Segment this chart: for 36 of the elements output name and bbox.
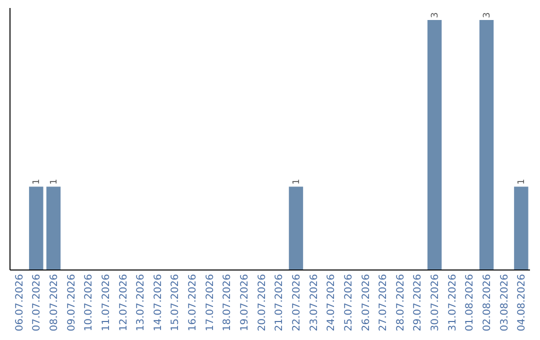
data-label: 1 — [517, 178, 528, 185]
x-tick-label: 15.07.2026 — [170, 274, 182, 332]
x-tick-label: 02.08.2026 — [482, 274, 494, 332]
x-tick-label: 12.07.2026 — [118, 274, 130, 332]
x-tick-label: 04.08.2026 — [516, 274, 528, 332]
x-tick-label: 16.07.2026 — [188, 274, 199, 332]
data-label: 3 — [482, 12, 493, 18]
x-tick-label: 07.07.2026 — [32, 274, 43, 332]
x-tick-label: 22.07.2026 — [291, 274, 302, 332]
x-tick-label: 21.07.2026 — [274, 274, 286, 332]
x-tick-label: 19.07.2026 — [240, 274, 251, 332]
x-tick-label: 18.07.2026 — [222, 274, 234, 332]
x-tick-label: 30.07.2026 — [430, 274, 442, 332]
x-tick-label: 29.07.2026 — [412, 274, 424, 332]
x-tick-label: 08.07.2026 — [48, 274, 60, 332]
x-tick-label: 14.07.2026 — [152, 274, 164, 332]
x-tick-label: 26.07.2026 — [360, 274, 372, 332]
x-tick-label: 06.07.2026 — [14, 274, 26, 332]
x-tick-label: 10.07.2026 — [84, 274, 95, 332]
x-tick-label: 11.07.2026 — [100, 274, 112, 332]
x-tick-label: 27.07.2026 — [378, 274, 390, 332]
data-label: 1 — [49, 178, 60, 185]
data-label: 1 — [292, 178, 302, 185]
x-tick-label: 09.07.2026 — [66, 274, 78, 332]
x-tick-label: 25.07.2026 — [343, 274, 354, 332]
x-tick-label: 13.07.2026 — [136, 274, 147, 332]
data-label: 3 — [430, 12, 441, 18]
x-tick-label: 03.08.2026 — [499, 274, 510, 332]
x-tick-label: 17.07.2026 — [204, 274, 216, 332]
x-tick-label: 20.07.2026 — [256, 274, 268, 332]
x-tick-label: 28.07.2026 — [395, 274, 406, 332]
data-label: 1 — [32, 178, 42, 185]
x-tick-label: 23.07.2026 — [308, 274, 320, 332]
x-tick-label: 31.07.2026 — [447, 274, 458, 332]
x-tick-label: 24.07.2026 — [326, 274, 338, 332]
x-tick-label: 01.08.2026 — [464, 274, 476, 332]
